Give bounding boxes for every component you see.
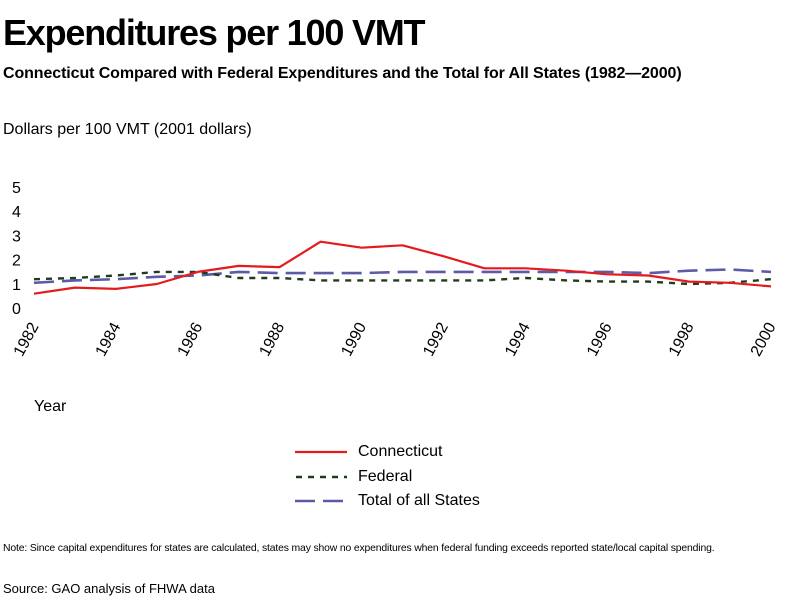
- data-point-total-of-all-states-1992: [443, 271, 445, 273]
- data-point-federal-1992: [443, 280, 445, 282]
- x-tick-label-2000: 2000: [748, 320, 780, 359]
- data-point-total-of-all-states-1990: [361, 272, 363, 274]
- x-tick-label-1982: 1982: [11, 320, 43, 359]
- data-point-connecticut-1985: [156, 283, 158, 285]
- data-point-federal-1988: [279, 277, 281, 279]
- data-point-federal-1993: [484, 280, 486, 282]
- data-point-total-of-all-states-2000: [770, 271, 772, 273]
- data-point-total-of-all-states-1984: [115, 278, 117, 280]
- data-point-connecticut-1984: [115, 288, 117, 290]
- x-tick-label-1998: 1998: [666, 320, 698, 359]
- data-point-connecticut-1982: [33, 293, 35, 295]
- data-point-connecticut-1991: [402, 245, 404, 247]
- data-point-connecticut-1989: [320, 241, 322, 243]
- x-axis-label: Year: [34, 398, 67, 415]
- x-tick-label-1990: 1990: [338, 320, 370, 359]
- legend-swatch-connecticut: [295, 450, 347, 454]
- data-point-connecticut-1992: [443, 255, 445, 257]
- x-tick-label-1984: 1984: [93, 320, 125, 359]
- data-point-total-of-all-states-1998: [688, 270, 690, 272]
- source-note: Source: GAO analysis of FHWA data: [3, 581, 215, 596]
- data-point-total-of-all-states-1986: [197, 275, 199, 277]
- data-point-connecticut-1987: [238, 265, 240, 267]
- line-chart: 0 1 2 3 4 5 1982 1984 1986 1988 1990 1992 1994 1996 19…: [11, 180, 780, 359]
- data-point-federal-1995: [566, 280, 568, 282]
- data-point-total-of-all-states-1994: [525, 271, 527, 273]
- data-point-connecticut-2000: [770, 286, 772, 288]
- legend-label-federal: Federal: [358, 467, 413, 485]
- legend-label-connecticut: Connecticut: [358, 443, 443, 460]
- data-point-federal-1996: [606, 281, 608, 283]
- data-point-connecticut-1996: [606, 274, 608, 276]
- data-point-total-of-all-states-1985: [156, 276, 158, 278]
- data-point-federal-1994: [525, 277, 527, 279]
- data-point-total-of-all-states-1988: [279, 272, 281, 274]
- data-point-total-of-all-states-1997: [647, 272, 649, 274]
- data-point-federal-1982: [33, 278, 35, 280]
- data-point-total-of-all-states-1989: [320, 272, 322, 274]
- data-point-federal-1984: [115, 275, 117, 277]
- y-tick-label-4: 4: [12, 204, 21, 221]
- data-point-federal-2000: [770, 278, 772, 280]
- data-point-federal-1985: [156, 271, 158, 273]
- data-point-total-of-all-states-1996: [606, 271, 608, 273]
- data-point-connecticut-1990: [361, 247, 363, 249]
- chart-title: Expenditures per 100 VMT: [3, 12, 426, 53]
- x-tick-label-1996: 1996: [584, 320, 616, 359]
- data-point-federal-1998: [688, 283, 690, 285]
- data-point-connecticut-1999: [729, 282, 731, 284]
- y-tick-label-1: 1: [12, 277, 21, 294]
- y-axis-label: Dollars per 100 VMT (2001 dollars): [3, 121, 252, 138]
- legend-swatch-federal: [296, 475, 347, 478]
- data-point-total-of-all-states-1999: [729, 269, 731, 271]
- y-tick-label-0: 0: [12, 301, 21, 318]
- y-tick-label-5: 5: [12, 180, 21, 197]
- x-tick-label-1986: 1986: [175, 320, 207, 359]
- data-point-connecticut-1998: [688, 281, 690, 283]
- data-point-connecticut-1983: [74, 287, 76, 289]
- chart-subtitle: Connecticut Compared with Federal Expend…: [3, 65, 682, 82]
- data-point-total-of-all-states-1993: [484, 271, 486, 273]
- data-point-connecticut-1995: [566, 270, 568, 272]
- series-line-connecticut: [33, 240, 772, 295]
- data-point-federal-1983: [74, 277, 76, 279]
- footnote: Note: Since capital expenditures for sta…: [3, 543, 715, 554]
- data-point-total-of-all-states-1982: [33, 282, 35, 284]
- x-tick-label-1988: 1988: [256, 320, 288, 359]
- y-tick-label-2: 2: [12, 253, 21, 270]
- x-tick-label-1992: 1992: [420, 320, 452, 359]
- data-point-federal-1987: [238, 277, 240, 279]
- data-point-connecticut-1986: [197, 271, 199, 273]
- data-point-federal-1991: [402, 280, 404, 282]
- data-point-total-of-all-states-1991: [402, 271, 404, 273]
- y-tick-label-3: 3: [12, 228, 21, 245]
- data-point-federal-1997: [647, 281, 649, 283]
- data-point-connecticut-1997: [647, 275, 649, 277]
- data-point-total-of-all-states-1987: [238, 271, 240, 273]
- legend-swatch-total-of-all-states: [295, 499, 347, 503]
- data-point-total-of-all-states-1983: [74, 280, 76, 282]
- data-point-federal-1989: [320, 280, 322, 282]
- series-line-federal: [33, 270, 772, 286]
- data-point-connecticut-1988: [279, 266, 281, 268]
- x-tick-label-1994: 1994: [502, 320, 534, 359]
- legend-label-total-of-all-states: Total of all States: [358, 492, 480, 509]
- data-point-federal-1990: [361, 280, 363, 282]
- data-point-connecticut-1994: [525, 268, 527, 270]
- series-line-total-of-all-states: [33, 268, 772, 285]
- data-point-connecticut-1993: [484, 268, 486, 270]
